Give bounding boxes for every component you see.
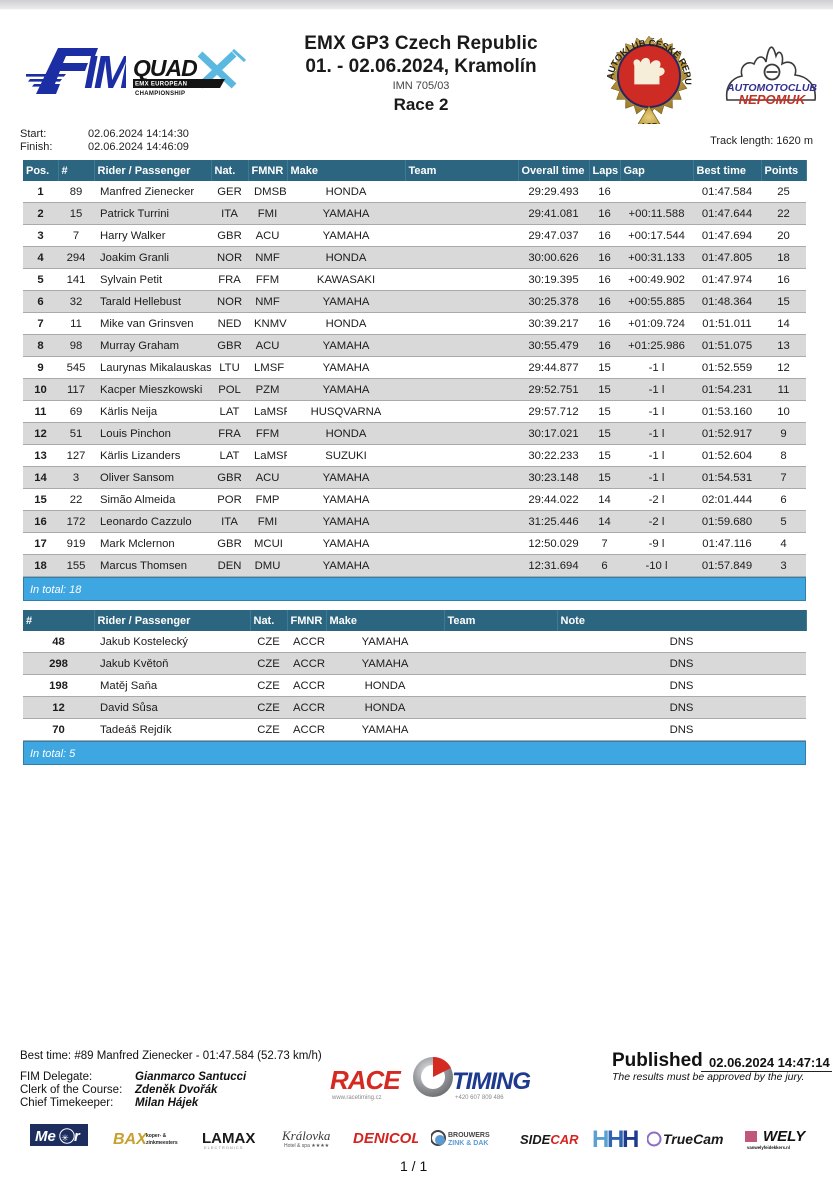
svg-text:ACR: ACR [640,122,658,124]
svg-text:ELECTRONICS: ELECTRONICS [204,1145,243,1150]
svg-text:SIDECAR: SIDECAR [520,1132,579,1147]
svg-text:Hotel & spa ★★★★: Hotel & spa ★★★★ [284,1143,330,1149]
svg-text:QUAD: QUAD [133,55,197,81]
svg-text:vanwelyfeidekkers.nl: vanwelyfeidekkers.nl [747,1145,790,1150]
svg-text:H: H [622,1126,639,1153]
svg-text:BAX: BAX [113,1131,148,1148]
svg-text:zinkmeesters: zinkmeesters [146,1140,178,1146]
svg-text:IM: IM [84,46,126,98]
svg-text:Me: Me [35,1128,56,1145]
svg-text:koper- &: koper- & [146,1133,167,1139]
svg-text:Královka: Královka [282,1128,331,1143]
svg-text:EMX EUROPEAN: EMX EUROPEAN [135,82,187,88]
svg-text:RACE: RACE [330,1065,401,1095]
svg-text:NEPOMUK: NEPOMUK [739,92,807,107]
svg-text:ZINK & DAK: ZINK & DAK [448,1140,488,1147]
svg-text:+420 607 809 486: +420 607 809 486 [455,1095,504,1101]
svg-text:EUROPE: EUROPE [38,96,83,98]
svg-text:TIMING: TIMING [452,1068,530,1095]
svg-text:✳: ✳ [61,1133,69,1143]
svg-text:TrueCam: TrueCam [663,1131,723,1147]
svg-text:CHAMPIONSHIP: CHAMPIONSHIP [135,91,185,97]
svg-text:BROUWERS: BROUWERS [448,1132,490,1139]
svg-text:WELY: WELY [763,1128,807,1145]
svg-text:www.racetiming.cz: www.racetiming.cz [331,1095,382,1101]
svg-text:DENICOL: DENICOL [353,1130,418,1147]
